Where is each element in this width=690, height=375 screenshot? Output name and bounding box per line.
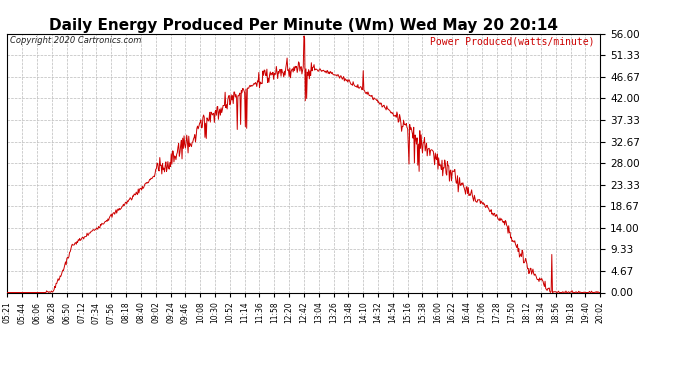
Text: Copyright 2020 Cartronics.com: Copyright 2020 Cartronics.com — [10, 36, 141, 45]
Title: Daily Energy Produced Per Minute (Wm) Wed May 20 20:14: Daily Energy Produced Per Minute (Wm) We… — [49, 18, 558, 33]
Text: Power Produced(watts/minute): Power Produced(watts/minute) — [430, 36, 594, 46]
